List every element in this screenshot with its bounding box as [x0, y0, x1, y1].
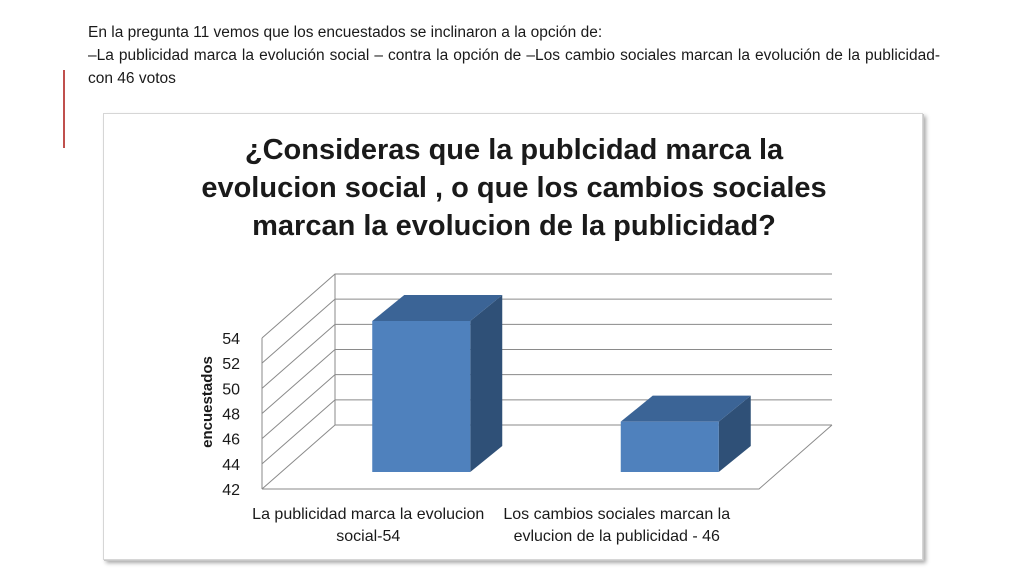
y-tick-label: 44: [222, 457, 240, 474]
y-tick-label: 52: [222, 356, 240, 373]
chart-frame: ¿Consideras que la publcidad marca la ev…: [103, 113, 923, 560]
y-axis-label: encuestados: [199, 356, 216, 448]
plot-area: 42 44 46 48 50 52 54 La publicidad marca la evo…: [222, 273, 833, 545]
y-tick-label: 50: [222, 381, 240, 398]
y-tick-label: 42: [222, 482, 240, 499]
chart-title-line-2: evolucion social , o que los cambios soc…: [201, 172, 826, 204]
accent-line: [63, 70, 65, 148]
x-category-label: La publicidad marca la evolucion: [252, 506, 484, 523]
intro-line-2: –La publicidad marca la evolución social…: [88, 47, 940, 87]
intro-text: En la pregunta 11 vemos que los encuesta…: [88, 21, 940, 90]
y-tick-label: 48: [222, 407, 240, 424]
chart-title: ¿Consideras que la publcidad marca la ev…: [201, 134, 826, 242]
x-category-label: social-54: [336, 528, 400, 545]
chart-title-line-3: marcan la evolucion de la publicidad?: [252, 210, 776, 242]
y-tick-label: 54: [222, 331, 240, 348]
x-category-label: Los cambios sociales marcan la: [503, 506, 730, 523]
bar: [620, 421, 719, 472]
bar-top: [372, 295, 503, 321]
gridline: [261, 273, 832, 339]
bar-chart: ¿Consideras que la publcidad marca la ev…: [199, 134, 833, 545]
gridline: [261, 298, 832, 364]
bar-side: [718, 395, 751, 472]
bar-side: [470, 295, 503, 472]
gridline: [261, 323, 832, 389]
chart-title-line-1: ¿Consideras que la publcidad marca la: [245, 134, 784, 166]
intro-line-1: En la pregunta 11 vemos que los encuesta…: [88, 24, 603, 41]
x-category-label: evlucion de la publicidad - 46: [514, 528, 720, 545]
bar: [372, 321, 471, 472]
bar-top: [620, 395, 751, 422]
floor-edge: [262, 424, 833, 490]
y-tick-label: 46: [222, 432, 240, 449]
